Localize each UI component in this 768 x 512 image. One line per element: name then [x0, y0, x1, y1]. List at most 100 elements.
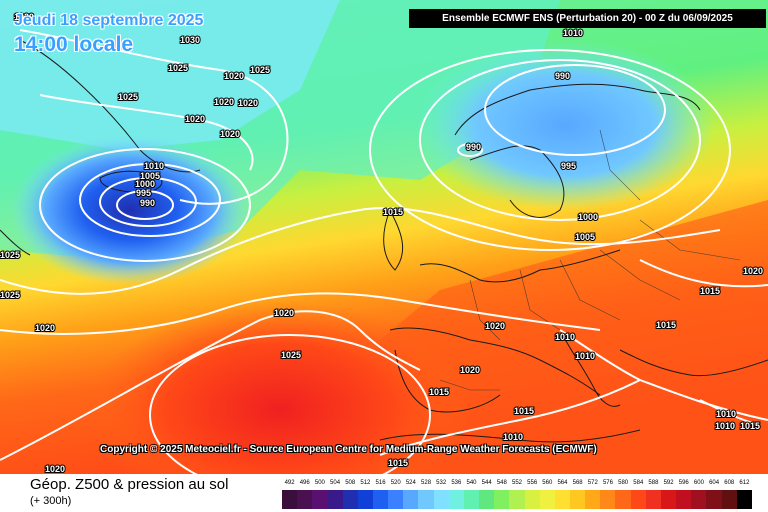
scale-swatch — [706, 490, 722, 509]
scale-swatch — [494, 490, 510, 509]
model-run-info: Ensemble ECMWF ENS (Perturbation 20) - 0… — [409, 9, 766, 28]
isobar-label: 1015 — [383, 207, 403, 217]
cold-zone — [0, 0, 340, 150]
scale-swatch — [297, 490, 313, 509]
isobar-label: 1015 — [388, 458, 408, 468]
isobar-label: 1010 — [563, 28, 583, 38]
scale-label: 600 — [693, 480, 704, 486]
scale-swatch — [524, 490, 540, 509]
isobar-line — [699, 399, 761, 426]
isobar-label: 1020 — [485, 321, 505, 331]
weather-map: 1020 1030 1025 1025 1020 1025 1020 1020 … — [0, 0, 768, 474]
scale-swatch — [342, 490, 358, 509]
color-scale-bar — [282, 490, 752, 509]
border-line — [639, 219, 741, 261]
isobar-label: 1020 — [743, 266, 763, 276]
scale-label: 580 — [618, 480, 629, 486]
isobar-line — [457, 143, 483, 157]
scale-swatch — [479, 490, 495, 509]
isobar-line — [39, 148, 251, 262]
isobar-label: 1015 — [740, 421, 760, 431]
labrador-coast — [0, 229, 31, 256]
scale-label: 536 — [451, 480, 462, 486]
north-europe-coast — [419, 249, 621, 283]
isobar-line — [39, 94, 254, 171]
isobar-label: 1020 — [14, 12, 34, 22]
scale-label: 568 — [572, 480, 583, 486]
scale-label: 492 — [284, 480, 295, 486]
britain-coast — [383, 208, 404, 271]
isobar-line — [559, 329, 768, 421]
isobar-label: 1025 — [281, 350, 301, 360]
isobar-label: 990 — [555, 71, 570, 81]
scale-swatch — [676, 490, 692, 509]
forecast-range: (+ 300h) — [30, 495, 72, 507]
isobar-label: 995 — [136, 188, 151, 198]
isobar-label: 1010 — [715, 421, 735, 431]
isobar-line — [149, 334, 431, 474]
isobar-line — [419, 59, 701, 221]
isobar-label: 1010 — [503, 432, 523, 442]
scale-swatch — [327, 490, 343, 509]
isobar-label: 990 — [140, 198, 155, 208]
scale-label: 540 — [466, 480, 477, 486]
baltic-coast — [469, 145, 565, 218]
isobar-label: 1000 — [135, 179, 155, 189]
isobar-label: 1025 — [0, 290, 20, 300]
isobar-line — [79, 163, 221, 237]
scale-swatch — [312, 490, 328, 509]
scale-label: 528 — [421, 480, 432, 486]
scale-label: 520 — [390, 480, 401, 486]
legend-footer: Géop. Z500 & pression au sol (+ 300h) 49… — [0, 474, 768, 512]
scale-swatch — [509, 490, 525, 509]
isobar-label: 1010 — [716, 409, 736, 419]
isobar-labels: 1020 1030 1025 1025 1020 1025 1020 1020 … — [0, 11, 764, 474]
scale-swatch — [463, 490, 480, 509]
isobar-label: 990 — [466, 142, 481, 152]
balkans-coast — [619, 349, 768, 377]
scale-swatch — [585, 490, 601, 509]
scale-label: 504 — [330, 480, 341, 486]
isobar-label: 1020 — [185, 114, 205, 124]
isobar-label: 1020 — [460, 365, 480, 375]
isobar-label: 1005 — [140, 171, 160, 181]
scale-swatch — [721, 490, 737, 509]
italy-coast — [559, 329, 621, 407]
africa-coast — [379, 429, 641, 443]
isobar-line — [19, 29, 289, 205]
border-line — [439, 379, 500, 391]
scale-label: 608 — [724, 480, 735, 486]
isobar-label: 1020 — [238, 98, 258, 108]
border-line — [599, 249, 681, 301]
isobar-label: 1010 — [144, 161, 164, 171]
forecast-date: Jeudi 18 septembre 2025 — [14, 12, 204, 29]
scale-label: 496 — [299, 480, 310, 486]
warm-zone-east — [380, 200, 768, 474]
isobar-label: 1015 — [700, 286, 720, 296]
scale-swatch — [645, 490, 661, 509]
scale-label: 560 — [542, 480, 553, 486]
isobar-line — [379, 379, 641, 456]
scale-label: 524 — [405, 480, 416, 486]
scale-label: 552 — [511, 480, 522, 486]
scale-label: 596 — [678, 480, 689, 486]
isobar-label: 1000 — [578, 212, 598, 222]
isobar-label: 1020 — [214, 97, 234, 107]
scale-swatch — [554, 490, 570, 509]
isobar-line — [0, 310, 421, 461]
isobar-label: 1015 — [514, 406, 534, 416]
isobar-label: 1020 — [274, 308, 294, 318]
scale-label: 548 — [496, 480, 507, 486]
scale-swatch — [539, 490, 555, 509]
scale-label: 572 — [587, 480, 598, 486]
isobar-label: 1030 — [180, 35, 200, 45]
isobar-label: 1005 — [575, 232, 595, 242]
scale-label: 508 — [345, 480, 356, 486]
border-line — [559, 259, 621, 321]
scale-label: 516 — [375, 480, 386, 486]
isobar-label: 1025 — [118, 92, 138, 102]
isobar-line — [0, 206, 721, 295]
isobar-label: 1015 — [429, 387, 449, 397]
isobar-line — [484, 64, 666, 156]
color-scale-labels: 492 496 500 504 508 512 516 520 524 528 532 536 540 5… — [282, 480, 752, 489]
